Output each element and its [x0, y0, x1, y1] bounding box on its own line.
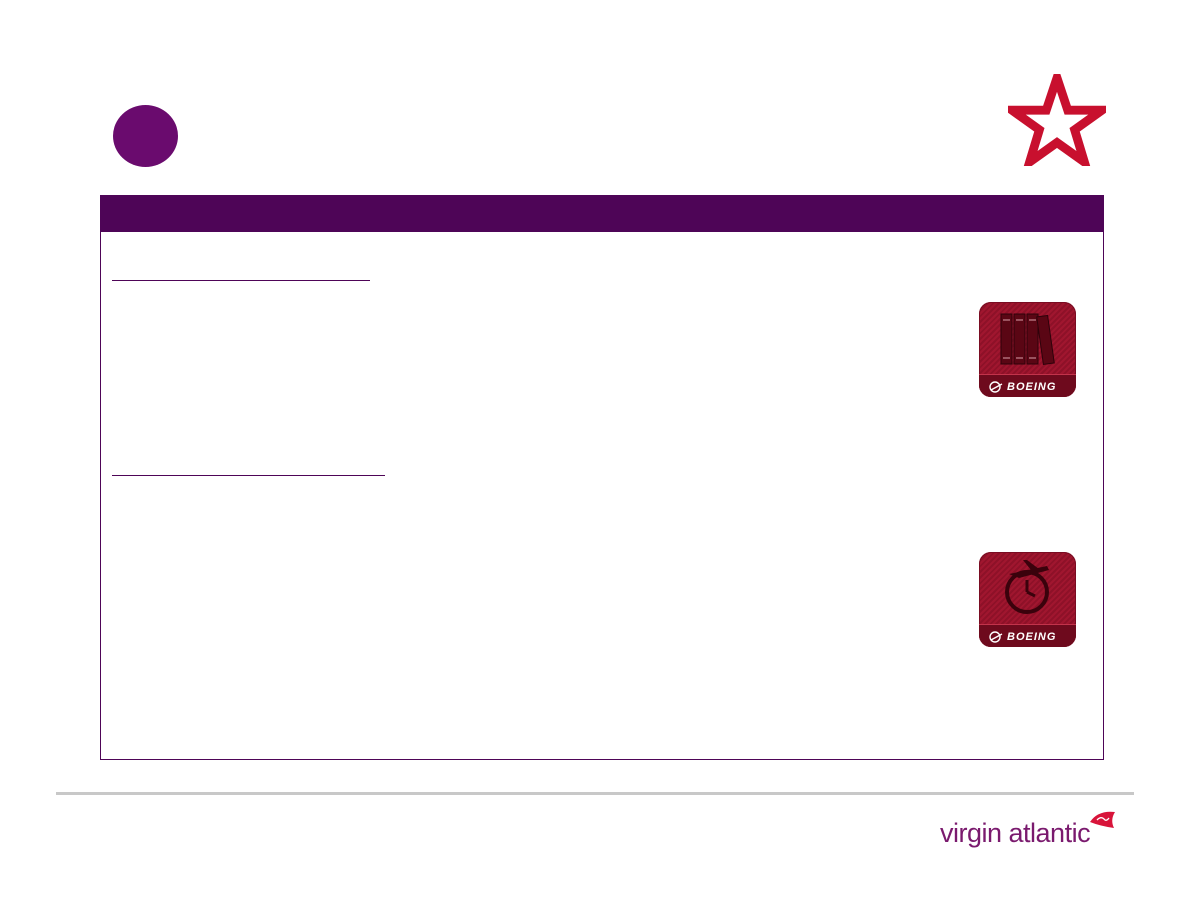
section-heading-underline	[112, 280, 370, 281]
documents-app-icon: BOEING	[979, 302, 1076, 397]
panel-header-bar	[101, 196, 1103, 232]
plane-clock-icon	[1005, 560, 1049, 614]
boeing-logo-icon	[989, 631, 1003, 643]
documents-binders-icon	[1000, 313, 1055, 366]
brand-label: BOEING	[1007, 381, 1057, 393]
virgin-signature-flag-icon	[1090, 811, 1115, 828]
content-panel: BOEING BOEING	[100, 195, 1104, 760]
virgin-atlantic-logo: virgin atlantic	[940, 808, 1120, 848]
section-badge	[113, 105, 178, 167]
boeing-logo-icon	[989, 381, 1003, 393]
star-outline-icon	[1008, 74, 1106, 166]
logo-wordmark: virgin atlantic	[940, 818, 1091, 848]
brand-label: BOEING	[1007, 631, 1057, 643]
section-heading-underline	[112, 475, 385, 476]
flight-time-app-icon: BOEING	[979, 552, 1076, 647]
footer-divider	[56, 792, 1134, 795]
brand-strip: BOEING	[979, 374, 1076, 397]
brand-strip: BOEING	[979, 624, 1076, 647]
